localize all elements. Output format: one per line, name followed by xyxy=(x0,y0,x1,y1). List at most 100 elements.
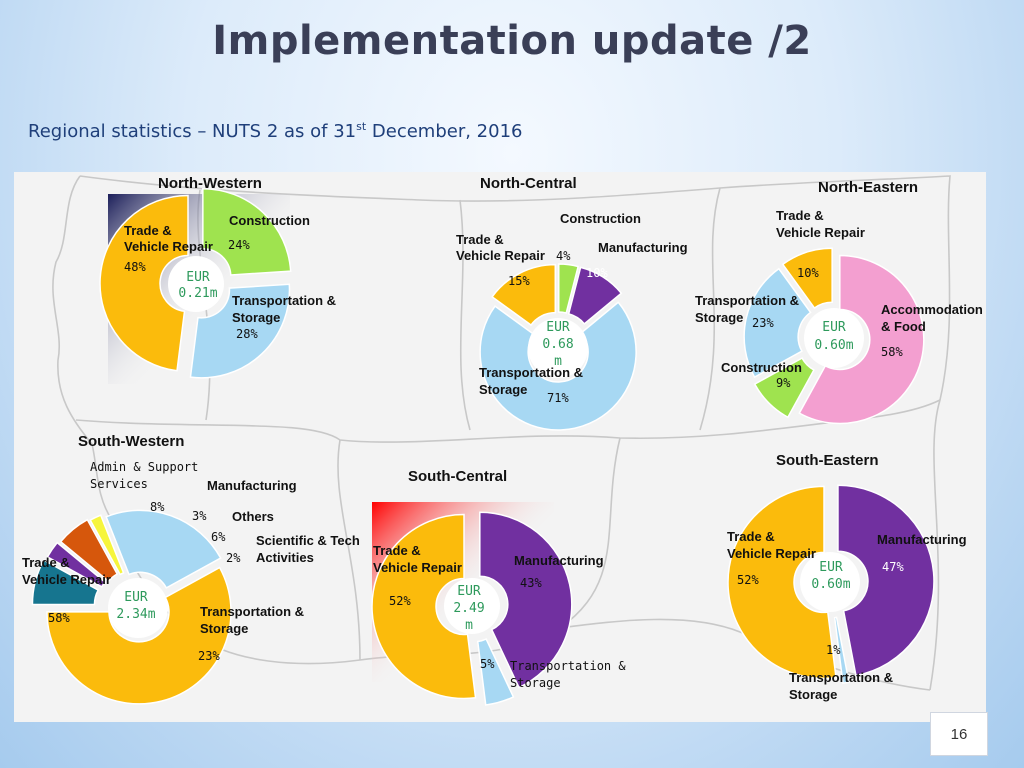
slice-pct: 58% xyxy=(48,611,70,625)
pie-slice-south-western-scientific-tech-activities xyxy=(89,514,125,576)
pie-slice-north-eastern-construction xyxy=(753,357,815,419)
pie-slice-south-eastern-manufacturing xyxy=(837,484,935,677)
slice-pct: 4% xyxy=(556,249,571,263)
slice-label: Activities xyxy=(256,550,314,565)
slice-label: Admin & Support xyxy=(90,460,198,474)
slice-label: Vehicle Repair xyxy=(373,560,462,575)
slice-pct: 58% xyxy=(881,345,903,359)
slice-pct: 23% xyxy=(198,649,220,663)
pie-center-hole xyxy=(444,578,500,634)
slice-label: & Food xyxy=(881,319,926,334)
region-name: South-Western xyxy=(78,433,184,450)
slice-label: Construction xyxy=(229,213,310,228)
pie-slice-north-western-transportation-storage xyxy=(189,283,291,379)
pie-slice-north-western-trade-vehicle-repair xyxy=(99,194,189,372)
slice-label: Trade & xyxy=(776,208,824,223)
pie-slice-south-eastern-trade-vehicle-repair xyxy=(727,485,837,680)
slice-pct: 47% xyxy=(882,560,904,574)
pie-slice-north-eastern-transportation-storage xyxy=(743,267,812,379)
slice-label: Manufacturing xyxy=(598,240,688,255)
page-number: 16 xyxy=(930,712,988,756)
slice-label: Manufacturing xyxy=(514,553,604,568)
slide-subtitle: Regional statistics – NUTS 2 as of 31st … xyxy=(28,120,523,142)
pie-slice-north-central-trade-vehicle-repair xyxy=(491,263,557,327)
slice-pct: 9% xyxy=(776,376,791,390)
pie-center-hole xyxy=(528,318,588,378)
slice-label: Construction xyxy=(721,360,802,375)
slice-pct: 52% xyxy=(389,594,411,608)
pie-slice-north-western-construction xyxy=(202,187,292,276)
center-label: 2.49 xyxy=(453,601,484,616)
slice-label: Vehicle Repair xyxy=(22,572,111,587)
slice-label: Manufacturing xyxy=(877,532,967,547)
slice-label: Storage xyxy=(479,382,527,397)
slice-label: Transportation & xyxy=(789,670,893,685)
pie-slice-south-western-admin-support-services xyxy=(31,559,100,606)
pie-slice-north-eastern-trade-vehicle-repair xyxy=(781,247,833,310)
region-name: North-Western xyxy=(158,175,262,192)
center-label: EUR xyxy=(822,320,846,335)
slice-label: Trade & xyxy=(456,232,504,247)
slice-label: Transportation & xyxy=(695,293,799,308)
center-label: 0.68 xyxy=(542,337,573,352)
slice-pct: 24% xyxy=(228,238,250,252)
subtitle-sup: st xyxy=(356,120,367,133)
center-label: 0.60m xyxy=(811,577,850,592)
center-label: EUR xyxy=(457,584,481,599)
pie-center-hole xyxy=(168,256,224,312)
slice-pct: 10% xyxy=(797,266,819,280)
slice-pct: 28% xyxy=(236,327,258,341)
slice-pct: 43% xyxy=(520,576,542,590)
pie-slice-south-eastern-transportation-storage xyxy=(833,616,850,685)
subtitle-suffix: December, 2016 xyxy=(366,121,523,142)
slice-label: Vehicle Repair xyxy=(776,225,865,240)
center-label: 0.21m xyxy=(178,286,217,301)
center-label: 2.34m xyxy=(116,607,155,622)
center-label: m xyxy=(465,618,473,633)
pie-slice-south-central-manufacturing xyxy=(479,511,573,689)
pie-slice-south-western-others xyxy=(59,518,119,583)
slice-label: Manufacturing xyxy=(207,478,297,493)
slice-label: Transportation & xyxy=(232,293,336,308)
slide-title: Implementation update /2 xyxy=(212,18,812,64)
slice-label: Storage xyxy=(232,310,280,325)
center-label: EUR xyxy=(186,270,210,285)
center-label: EUR xyxy=(546,320,570,335)
slice-label: Storage xyxy=(200,621,248,636)
pie-center-hole xyxy=(800,552,860,612)
pie-slice-south-western-trade-vehicle-repair xyxy=(46,566,232,705)
slice-label: Storage xyxy=(510,676,561,690)
slice-label: Storage xyxy=(789,687,837,702)
slice-pct: 6% xyxy=(211,530,226,544)
pie-slice-north-central-construction xyxy=(558,263,580,314)
slice-label: Services xyxy=(90,477,148,491)
pie-center-hole xyxy=(804,308,864,368)
slice-pct: 3% xyxy=(192,509,207,523)
pie-slice-north-central-manufacturing xyxy=(567,266,623,325)
slice-pct: 10% xyxy=(586,266,608,280)
pie-slice-south-central-trade-vehicle-repair xyxy=(371,513,477,700)
center-label: m xyxy=(554,354,562,369)
slice-label: Vehicle Repair xyxy=(456,248,545,263)
slice-label: Trade & xyxy=(727,529,775,544)
slice-label: Scientific & Tech xyxy=(256,533,360,548)
slice-label: Trade & xyxy=(373,543,421,558)
pie-slice-south-central-transportation-storage xyxy=(476,638,515,706)
slice-label: Storage xyxy=(695,310,743,325)
pie-center-hole xyxy=(108,578,168,638)
slice-pct: 23% xyxy=(752,316,774,330)
slice-pct: 71% xyxy=(547,391,569,405)
center-label: 0.60m xyxy=(814,338,853,353)
slice-label: Accommodation xyxy=(881,302,983,317)
pie-slice-north-central-transportation-storage xyxy=(479,301,637,431)
slice-pct: 52% xyxy=(737,573,759,587)
slice-label: Transportation & xyxy=(479,365,583,380)
pie-slice-south-western-transportation-storage xyxy=(105,509,222,589)
slice-label: Transportation & xyxy=(200,604,304,619)
region-name: North-Central xyxy=(480,175,577,192)
slice-label: Vehicle Repair xyxy=(727,546,816,561)
center-label: EUR xyxy=(124,590,148,605)
slice-label: Trade & xyxy=(22,555,70,570)
slice-label: Trade & xyxy=(124,223,172,238)
